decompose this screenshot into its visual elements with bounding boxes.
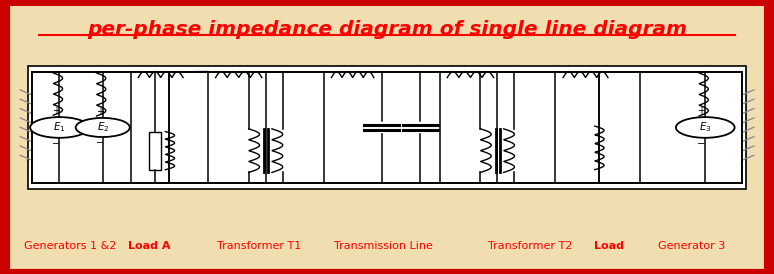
Text: Transformer T2: Transformer T2 [488, 241, 572, 251]
Circle shape [676, 117, 735, 138]
Text: +: + [697, 106, 705, 116]
Text: $E_1$: $E_1$ [53, 121, 66, 134]
Circle shape [76, 118, 130, 137]
Circle shape [30, 117, 89, 138]
Text: Transformer T1: Transformer T1 [217, 241, 302, 251]
Text: −: − [697, 139, 705, 149]
Text: Load A: Load A [128, 241, 170, 251]
Text: Load: Load [594, 241, 624, 251]
Text: −: − [52, 139, 60, 149]
Bar [149, 132, 162, 170]
Text: +: + [52, 106, 60, 116]
Text: −: − [95, 138, 104, 148]
Text: Generators 1 &2: Generators 1 &2 [24, 241, 116, 251]
Text: $E_2$: $E_2$ [97, 121, 109, 134]
FancyBboxPatch shape [28, 66, 746, 189]
Text: per-phase impedance diagram of single line diagram: per-phase impedance diagram of single li… [87, 20, 687, 39]
Text: $E_3$: $E_3$ [699, 121, 711, 134]
Text: Transmission Line: Transmission Line [334, 241, 433, 251]
FancyBboxPatch shape [9, 3, 765, 271]
Text: Generator 3: Generator 3 [659, 241, 726, 251]
Text: +: + [96, 107, 104, 117]
